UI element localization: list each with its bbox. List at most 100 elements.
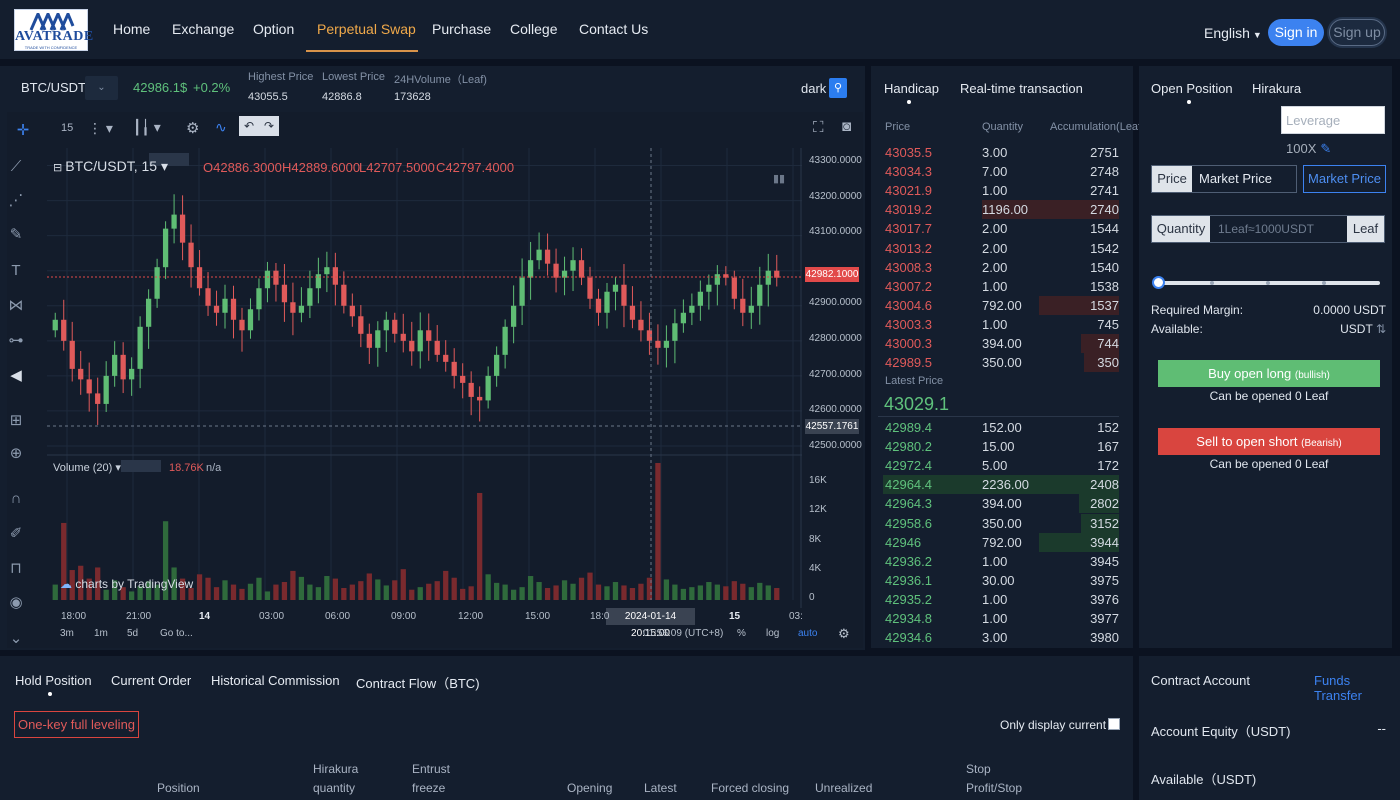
tab-handicap[interactable]: Handicap [884, 81, 939, 96]
bid-row[interactable]: 42972.4 5.00 172 [878, 456, 1124, 475]
brush-icon[interactable]: ✎ [9, 226, 23, 243]
range-1m[interactable]: 1m [94, 628, 108, 639]
nav-exchange[interactable]: Exchange [172, 21, 235, 37]
ask-row[interactable]: 43013.2 2.00 1542 [878, 239, 1124, 258]
settings-gear-icon[interactable]: ⚙ [186, 120, 200, 137]
range-3m[interactable]: 3m [60, 628, 74, 639]
theme-toggle-icon[interactable]: ⚲ [829, 78, 847, 98]
quantity-field[interactable]: Quantity 1Leaf≈1000USDT Leaf [1151, 215, 1385, 243]
indicators-icon[interactable]: ∿ [215, 119, 227, 135]
chart-symbol-title[interactable]: ⊟ BTC/USDT, 15 ▾ [53, 158, 169, 174]
market-price-button[interactable]: Market Price [1303, 165, 1386, 193]
redo-icon[interactable]: ↷ [259, 116, 279, 136]
unlock-icon[interactable]: ⊓ [10, 560, 22, 577]
nav-home[interactable]: Home [113, 21, 151, 37]
language-select[interactable]: English ▼ [1204, 25, 1262, 41]
price-field[interactable]: Price Market Price [1151, 165, 1297, 193]
available-value[interactable]: USDT ⇅ [1340, 322, 1386, 336]
nav-purchase[interactable]: Purchase [432, 21, 492, 37]
pattern-icon[interactable]: ⋈ [8, 297, 24, 314]
auto-toggle[interactable]: auto [798, 628, 818, 639]
bid-row[interactable]: 42958.6 350.00 3152 [878, 513, 1124, 533]
bid-row[interactable]: 42934.6 3.00 3980 [878, 628, 1124, 647]
brand-logo[interactable]: AVATRADE TRADE WITH CONFIDENCE [14, 9, 93, 51]
zoom-in-icon[interactable]: ⊕ [9, 445, 23, 462]
ask-row[interactable]: 43019.2 1196.00 2740 [878, 200, 1124, 220]
more-intervals-icon[interactable]: ⋮ ▾ [88, 120, 113, 136]
range-5d[interactable]: 5d [127, 628, 139, 639]
trend-line-icon[interactable]: ⟋ [10, 158, 22, 175]
nav-college[interactable]: College [510, 21, 558, 37]
bid-row[interactable]: 42964.3 394.00 2802 [878, 494, 1124, 514]
full-leveling-button[interactable]: One-key full leveling [14, 711, 139, 738]
bid-price: 42989.4 [885, 420, 932, 435]
volume-indicator-label[interactable]: Volume (20) ▾ [53, 462, 121, 474]
log-toggle[interactable]: log [766, 628, 780, 639]
prediction-icon[interactable]: ⊶ [8, 332, 24, 349]
sign-in-button[interactable]: Sign in [1268, 19, 1324, 46]
pair-dropdown[interactable]: ⌄ [85, 76, 118, 100]
measure-icon[interactable]: ⊞ [9, 412, 23, 429]
bid-row[interactable]: 42936.1 30.00 3975 [878, 571, 1124, 590]
tab-hirakura[interactable]: Hirakura [1252, 81, 1302, 96]
camera-icon[interactable]: ◙ [842, 118, 852, 135]
undo-icon[interactable]: ↶ [239, 116, 259, 136]
lock-drawing-icon[interactable]: ✐ [9, 525, 23, 542]
nav-contact-us[interactable]: Contact Us [579, 21, 649, 37]
fib-tool-icon[interactable]: ⋰ [8, 192, 24, 209]
slider-handle[interactable] [1152, 276, 1165, 289]
tradingview-attribution[interactable]: ☁ charts by TradingView [60, 577, 194, 591]
funds-transfer-link[interactable]: Funds Transfer [1314, 673, 1362, 703]
bid-row[interactable]: 42989.4 152.00 152 [878, 418, 1124, 437]
slider-step[interactable] [1266, 281, 1270, 285]
ask-row[interactable]: 43003.3 1.00 745 [878, 315, 1124, 334]
tab-open-position[interactable]: Open Position [1151, 81, 1233, 96]
bid-row[interactable]: 42936.2 1.00 3945 [878, 552, 1124, 571]
pane-buttons-icon[interactable]: ▮▮ [773, 173, 786, 185]
slider-step[interactable] [1210, 281, 1214, 285]
nav-perpetual-swap[interactable]: Perpetual Swap [317, 21, 416, 37]
ask-row[interactable]: 43035.5 3.00 2751 [878, 143, 1124, 162]
ask-accumulation: 1540 [1090, 259, 1119, 275]
chart-settings-icon[interactable]: ⚙ [838, 626, 850, 641]
buy-open-long-button[interactable]: Buy open long (bullish) [1158, 360, 1380, 387]
back-arrow-icon[interactable]: ◀ [10, 367, 22, 384]
sell-open-short-button[interactable]: Sell to open short (Bearish) [1158, 428, 1380, 455]
ask-row[interactable]: 43007.2 1.00 1538 [878, 277, 1124, 296]
crosshair-icon[interactable]: ✛ [16, 122, 30, 139]
candlestick-chart[interactable] [47, 148, 803, 608]
candle-type-icon[interactable]: ┃╽ ▾ [133, 119, 161, 135]
ask-row[interactable]: 43004.6 792.00 1537 [878, 295, 1124, 315]
slider-step[interactable] [1322, 281, 1326, 285]
bid-row[interactable]: 42946 792.00 3944 [878, 532, 1124, 552]
tradingview-chart[interactable] [7, 112, 863, 648]
ask-row[interactable]: 43000.3 394.00 744 [878, 334, 1124, 353]
interval-select[interactable]: 15 [61, 122, 74, 134]
only-display-current-checkbox[interactable] [1108, 718, 1120, 730]
tab-hold-position[interactable]: Hold Position [15, 673, 92, 688]
fullscreen-icon[interactable]: ⛶ [813, 119, 824, 136]
leverage-input[interactable]: Leverage 100X ✎ [1281, 106, 1385, 156]
goto-date[interactable]: Go to... [160, 628, 193, 639]
text-tool-icon[interactable]: T [11, 262, 21, 279]
bid-row[interactable]: 42934.8 1.00 3977 [878, 609, 1124, 628]
ask-row[interactable]: 43008.3 2.00 1540 [878, 258, 1124, 277]
tab-contract-flow[interactable]: Contract Flow（BTC) [356, 676, 480, 691]
sign-up-button[interactable]: Sign up [1329, 19, 1385, 46]
logo-mark-icon [29, 13, 75, 31]
ask-row[interactable]: 43017.7 2.00 1544 [878, 219, 1124, 238]
ask-row[interactable]: 42989.5 350.00 350 [878, 353, 1124, 373]
bid-row[interactable]: 42935.2 1.00 3976 [878, 590, 1124, 609]
tab-current-order[interactable]: Current Order [111, 673, 192, 688]
tab-historical-commission[interactable]: Historical Commission [211, 673, 340, 688]
ask-row[interactable]: 43034.3 7.00 2748 [878, 162, 1124, 181]
magnet-icon[interactable]: ∩ [10, 490, 22, 507]
tab-realtime-transaction[interactable]: Real-time transaction [960, 81, 1083, 96]
bid-row[interactable]: 42980.2 15.00 167 [878, 437, 1124, 456]
ask-row[interactable]: 43021.9 1.00 2741 [878, 181, 1124, 200]
percent-toggle[interactable]: % [737, 628, 746, 639]
nav-option[interactable]: Option [253, 21, 295, 37]
bid-row[interactable]: 42964.4 2236.00 2408 [878, 475, 1124, 495]
chevron-down-icon[interactable]: ⌄ [9, 630, 23, 647]
eye-icon[interactable]: ◉ [9, 594, 23, 611]
